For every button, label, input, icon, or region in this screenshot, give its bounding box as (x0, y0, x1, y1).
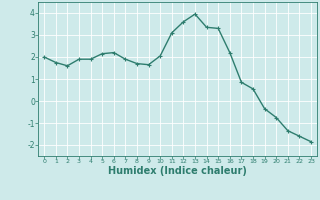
X-axis label: Humidex (Indice chaleur): Humidex (Indice chaleur) (108, 166, 247, 176)
